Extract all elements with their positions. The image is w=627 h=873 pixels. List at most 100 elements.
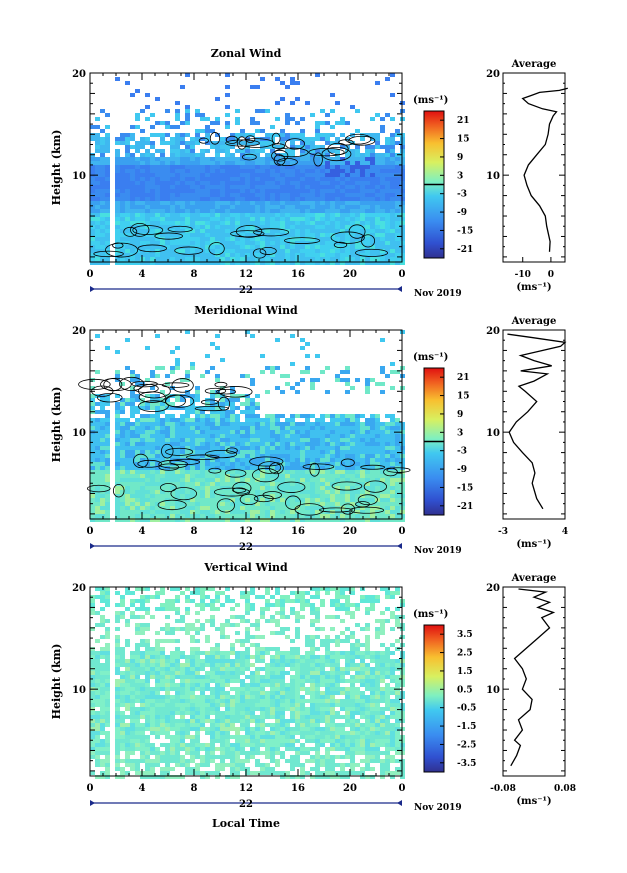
- date-bar-start-marker: [90, 543, 95, 549]
- x-tick-label: 8: [191, 269, 198, 280]
- average-title: Average: [511, 59, 557, 70]
- date-bar-start-marker: [90, 800, 95, 806]
- panel-0: Zonal Wind 10 20 Height (km) 0 4 8 12 16 20 0 22 Nov…: [50, 47, 568, 299]
- colorbar-tick-label: 3.5: [457, 630, 473, 640]
- panel-2: Vertical Wind 10 20 Height (km) 0 4 8 12 16 20 0 22…: [50, 561, 576, 830]
- x-tick-label: 0: [399, 269, 406, 280]
- month-label: Nov 2019: [414, 289, 462, 299]
- x-tick-label: 12: [239, 269, 253, 280]
- colorbar-tick-label: -3: [457, 190, 467, 200]
- colorbar-tick-label: 1.5: [457, 667, 473, 677]
- x-ticks: [89, 587, 403, 776]
- colorbar: [423, 624, 445, 773]
- date-label: 22: [239, 542, 253, 553]
- y-ticks: [90, 586, 402, 772]
- x-tick-label: 12: [239, 526, 253, 537]
- date-bar-end-marker: [397, 543, 402, 549]
- heatmap-cells: [90, 73, 405, 265]
- y-axis-label: Height (km): [50, 387, 63, 463]
- colorbar-tick-label: 3: [457, 171, 463, 181]
- colorbar-unit: (ms⁻¹): [413, 609, 448, 620]
- x-tick-label: 12: [239, 783, 253, 794]
- average-x-tick-label: 0.08: [554, 784, 576, 794]
- date-bar-end-marker: [397, 286, 402, 292]
- x-tick-label: 16: [291, 269, 305, 280]
- x-ticks: [89, 73, 403, 262]
- date-bar-start-marker: [90, 286, 95, 292]
- x-tick-label: 0: [87, 269, 94, 280]
- date-label: 22: [239, 799, 253, 810]
- average-profile-line: [507, 333, 567, 510]
- average-title: Average: [511, 573, 557, 584]
- x-tick-label: 0: [87, 526, 94, 537]
- x-tick-label: 0: [399, 783, 406, 794]
- heatmap-cells: [90, 587, 405, 779]
- colorbar-tick-label: -15: [457, 483, 473, 493]
- x-axis-label: Local Time: [212, 817, 280, 830]
- colorbar-tick-label: 9: [457, 153, 463, 163]
- colorbar-tick-label: 3: [457, 428, 463, 438]
- colorbar-tick-label: 9: [457, 410, 463, 420]
- contour-lines: [93, 132, 388, 259]
- colorbar-tick-label: 15: [457, 135, 470, 145]
- colorbar-tick-label: -3: [457, 447, 467, 457]
- colorbar-tick-label: -9: [457, 208, 467, 218]
- colorbar-tick-label: -21: [457, 502, 473, 512]
- average-x-label: (ms⁻¹): [516, 282, 551, 293]
- date-label: 22: [239, 285, 253, 296]
- contour-lines: [78, 376, 411, 516]
- panel-title: Vertical Wind: [203, 561, 288, 574]
- y-tick-label: 20: [72, 69, 86, 80]
- x-ticks: [89, 330, 403, 519]
- date-bar-end-marker: [397, 800, 402, 806]
- x-tick-label: 20: [343, 526, 357, 537]
- colorbar-tick-label: -15: [457, 226, 473, 236]
- average-x-label: (ms⁻¹): [516, 796, 551, 807]
- colorbar-tick-label: -3.5: [457, 759, 476, 769]
- average-y-tick-label: 20: [486, 69, 500, 80]
- average-x-label: (ms⁻¹): [516, 539, 551, 550]
- average-x-tick-label: 4: [562, 527, 568, 537]
- y-tick-label: 10: [72, 685, 86, 696]
- x-tick-label: 0: [399, 526, 406, 537]
- y-axis-label: Height (km): [50, 644, 63, 720]
- x-tick-label: 4: [139, 269, 146, 280]
- colorbar-unit: (ms⁻¹): [413, 352, 448, 363]
- average-x-tick-label: 0: [548, 270, 554, 280]
- panel-1: Meridional Wind 10 20 Height (km) 0 4 8 12 16 20 0…: [50, 304, 568, 556]
- average-frame: [502, 586, 566, 777]
- panel-title: Zonal Wind: [211, 47, 282, 60]
- colorbar-tick-label: -21: [457, 245, 473, 255]
- colorbar-tick-label: 21: [457, 116, 470, 126]
- x-tick-label: 4: [139, 783, 146, 794]
- y-tick-label: 20: [72, 583, 86, 594]
- average-profile-line: [510, 588, 556, 767]
- x-tick-label: 0: [87, 783, 94, 794]
- y-axis-label: Height (km): [50, 130, 63, 206]
- average-y-tick-label: 10: [486, 428, 500, 439]
- panel-title: Meridional Wind: [194, 304, 298, 317]
- heatmap-cells: [90, 330, 405, 522]
- average-x-tick-label: -0.08: [490, 784, 516, 794]
- x-tick-label: 16: [291, 526, 305, 537]
- x-tick-label: 16: [291, 783, 305, 794]
- average-y-tick-label: 20: [486, 326, 500, 337]
- average-x-tick-label: -10: [515, 270, 531, 280]
- average-frame: [502, 72, 566, 263]
- month-label: Nov 2019: [414, 546, 462, 556]
- colorbar-tick-label: -0.5: [457, 704, 476, 714]
- colorbar-tick-label: 2.5: [457, 649, 473, 659]
- x-tick-label: 20: [343, 269, 357, 280]
- colorbar-tick-label: -1.5: [457, 722, 476, 732]
- average-y-tick-label: 10: [486, 685, 500, 696]
- colorbar-tick-label: 21: [457, 373, 470, 383]
- colorbar-tick-label: -2.5: [457, 740, 476, 750]
- x-tick-label: 8: [191, 526, 198, 537]
- x-tick-label: 20: [343, 783, 357, 794]
- average-profile-line: [521, 87, 568, 252]
- x-tick-label: 8: [191, 783, 198, 794]
- average-title: Average: [511, 316, 557, 327]
- month-label: Nov 2019: [414, 803, 462, 813]
- x-tick-label: 4: [139, 526, 146, 537]
